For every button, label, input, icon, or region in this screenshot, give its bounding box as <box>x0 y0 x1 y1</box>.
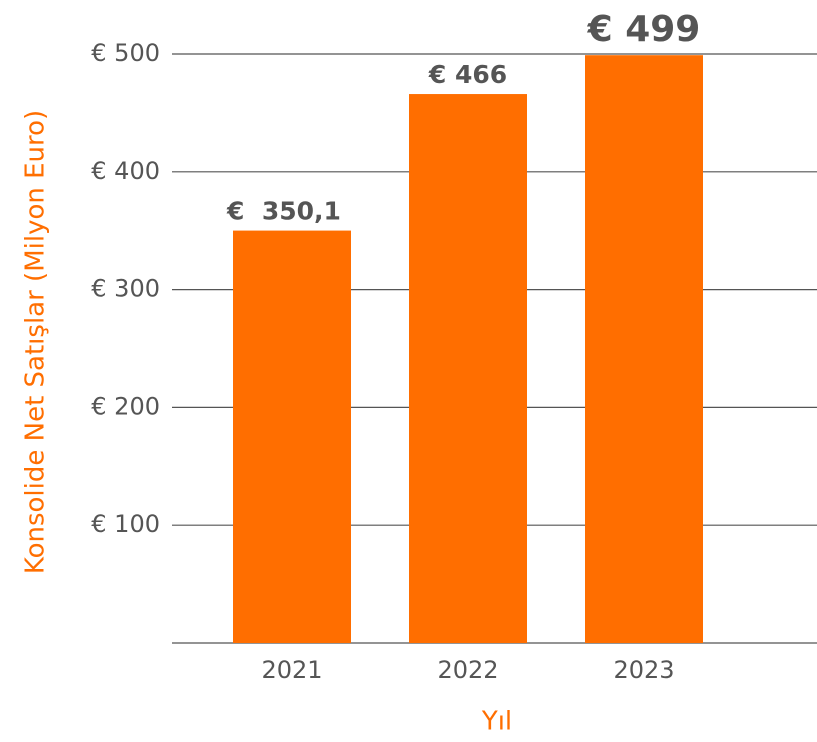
y-tick-label: € 200 <box>91 392 160 420</box>
bar <box>585 55 703 644</box>
value-label: € 499 <box>587 9 701 50</box>
y-axis-title: Konsolide Net Satışlar (Milyon Euro) <box>21 110 51 574</box>
y-tick-label: € 100 <box>91 510 160 538</box>
x-tick-label: 2021 <box>261 656 322 684</box>
value-label: € 466 <box>428 60 507 89</box>
value-label: € 350,1 <box>226 197 341 226</box>
y-tick-label: € 300 <box>91 275 160 303</box>
bar <box>233 230 351 643</box>
y-tick-label: € 500 <box>91 39 160 67</box>
y-tick-label: € 400 <box>91 157 160 185</box>
bar <box>409 94 527 643</box>
x-axis-title: Yıl <box>481 707 512 737</box>
x-tick-label: 2023 <box>613 656 674 684</box>
x-tick-label: 2022 <box>437 656 498 684</box>
